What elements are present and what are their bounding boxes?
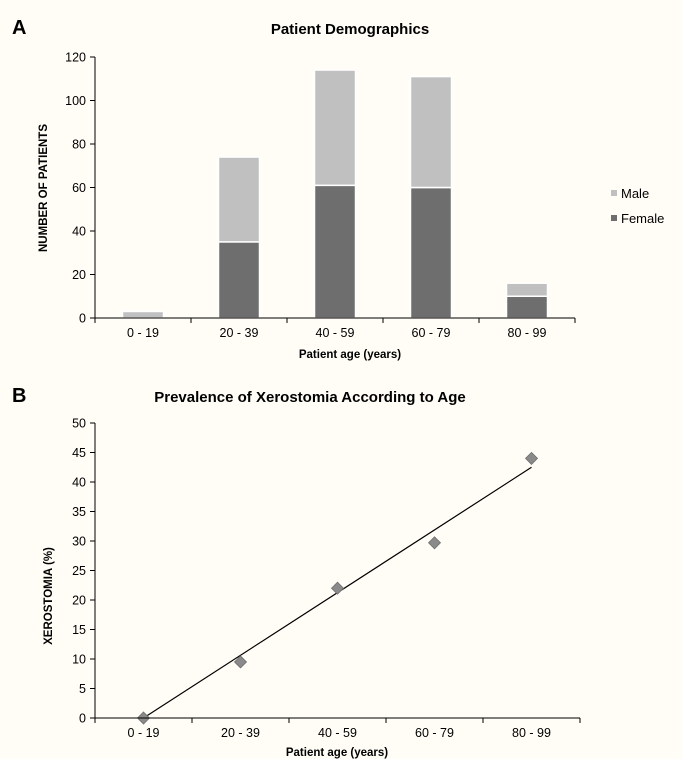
panel-a-x-axis-title: Patient age (years) xyxy=(299,349,401,361)
panel-a-x-tick-label: 80 - 99 xyxy=(508,326,547,340)
panel-b-y-tick-label: 25 xyxy=(72,564,86,578)
legend-swatch-female xyxy=(611,215,617,221)
panel-b-letter: B xyxy=(12,385,26,407)
legend-label-female: Female xyxy=(621,211,664,226)
panel-a-x-tick-label: 60 - 79 xyxy=(412,326,451,340)
bar-female xyxy=(409,186,453,319)
legend-label-male: Male xyxy=(621,186,649,201)
panel-a-x-tick-label: 40 - 59 xyxy=(316,326,355,340)
panel-b-x-tick-label: 20 - 39 xyxy=(221,726,260,740)
panel-b-y-tick-label: 10 xyxy=(72,653,86,667)
panel-b-y-tick-label: 35 xyxy=(72,505,86,519)
panel-b-y-tick-label: 40 xyxy=(72,476,86,490)
data-point xyxy=(330,581,345,595)
bar-male xyxy=(121,310,165,319)
panel-b-x-tick-label: 0 - 19 xyxy=(128,726,160,740)
panel-a-y-tick-label: 60 xyxy=(72,181,86,195)
panel-a-ticks: 0 20 40 60 80 100 120 0 - 19 20 - 39 40 - 59 60 - … xyxy=(65,51,546,341)
panel-b-points xyxy=(136,451,539,725)
bar-male xyxy=(217,156,261,243)
panel-b-y-tick-label: 15 xyxy=(72,623,86,637)
panel-b-y-tick-label: 45 xyxy=(72,446,86,460)
panel-a-axes xyxy=(90,56,576,323)
panel-b-y-tick-label: 0 xyxy=(79,712,86,726)
panel-a-bars xyxy=(121,69,549,319)
bar-female xyxy=(505,295,549,319)
panel-a-x-tick-label: 0 - 19 xyxy=(127,326,159,340)
panel-a-y-tick-label: 100 xyxy=(65,94,86,108)
bar-male xyxy=(409,75,453,189)
panel-b-title: Prevalence of Xerostomia According to Ag… xyxy=(154,389,465,406)
panel-a-y-tick-label: 0 xyxy=(79,312,86,326)
panel-b-x-tick-label: 60 - 79 xyxy=(415,726,454,740)
panel-b-y-tick-label: 50 xyxy=(72,417,86,431)
panel-b-ticks: 0 5 10 15 20 25 30 35 40 45 50 0 - 19 20 - 39 40 - 59… xyxy=(72,417,551,741)
legend-swatch-male xyxy=(611,190,617,196)
panel-a-title: Patient Demographics xyxy=(271,21,429,38)
panel-a-letter: A xyxy=(12,17,26,39)
panel-b: B Prevalence of Xerostomia According to … xyxy=(12,385,581,759)
data-point xyxy=(233,655,248,669)
panel-b-y-tick-label: 30 xyxy=(72,535,86,549)
panel-b-x-tick-label: 80 - 99 xyxy=(512,726,551,740)
panel-b-y-tick-label: 20 xyxy=(72,594,86,608)
data-point xyxy=(427,536,442,550)
panel-b-x-tick-label: 40 - 59 xyxy=(318,726,357,740)
panel-a-y-tick-label: 80 xyxy=(72,138,86,152)
panel-a-y-axis-title: NUMBER OF PATIENTS xyxy=(38,124,50,252)
panel-a-y-tick-label: 40 xyxy=(72,225,86,239)
data-point xyxy=(524,451,539,465)
panel-a-x-tick-label: 20 - 39 xyxy=(220,326,259,340)
panel-b-y-axis-title: XEROSTOMIA (%) xyxy=(43,547,55,645)
panel-b-axes xyxy=(90,422,581,723)
panel-b-y-tick-label: 5 xyxy=(79,682,86,696)
panel-a-y-tick-label: 120 xyxy=(65,51,86,65)
panel-a-legend: Male Female xyxy=(611,186,664,226)
bar-female xyxy=(217,241,261,319)
bar-female xyxy=(313,184,357,319)
bar-male xyxy=(313,69,357,187)
bar-male xyxy=(505,282,549,298)
panel-b-x-axis-title: Patient age (years) xyxy=(286,747,388,759)
panel-a: A Patient Demographics Patient age (year… xyxy=(12,17,664,361)
panel-a-y-tick-label: 20 xyxy=(72,268,86,282)
